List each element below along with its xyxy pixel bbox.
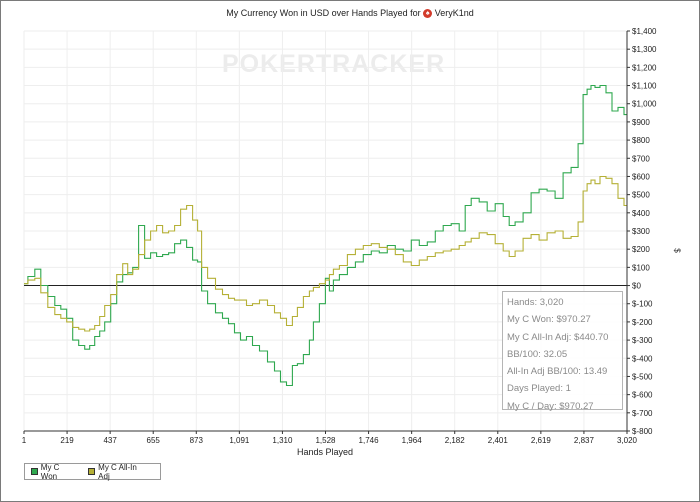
legend-swatch-won (31, 468, 38, 475)
legend-label-won: My C Won (40, 462, 60, 481)
series-layer (24, 84, 627, 387)
stat-won: My C Won: $970.27 (507, 314, 591, 326)
legend-item-won[interactable]: My C Won (31, 463, 76, 481)
y-tick-label: $1,400 (632, 27, 657, 36)
x-tick-label: 1,964 (402, 436, 423, 445)
y-tick-label: $400 (632, 209, 650, 218)
x-axis-ticks: 1 219 437 655 873 1,091 1,310 1,528 1,746 1,964 2,… (22, 431, 638, 445)
x-tick-label: 2,401 (488, 436, 509, 445)
y-tick-label: $-200 (632, 318, 653, 327)
watermark: POKERTRACKER (222, 50, 446, 78)
y-tick-label: $-800 (632, 427, 653, 436)
stat-allin-adj: My C All-In Adj: $440.70 (507, 331, 609, 343)
x-tick-label: 1,310 (272, 436, 293, 445)
x-tick-label: 2,619 (531, 436, 552, 445)
y-tick-label: $1,100 (632, 82, 657, 91)
legend-item-allin[interactable]: My C All-In Adj (88, 463, 148, 481)
y-tick-label: $700 (632, 154, 650, 163)
y-tick-label: $-600 (632, 391, 653, 400)
y-tick-label: $1,300 (632, 45, 657, 54)
player-name: VeryK1nd (434, 8, 474, 18)
stat-hands: Hands: 3,020 (507, 297, 564, 308)
stat-allin-bb100: All-In Adj BB/100: 13.49 (507, 366, 608, 378)
y-axis-title: $ (672, 248, 682, 253)
y-tick-label: $-700 (632, 409, 653, 418)
x-tick-label: 1,091 (229, 436, 250, 445)
x-tick-label: 1 (22, 436, 27, 445)
x-axis-title: Hands Played (296, 447, 354, 457)
y-tick-label: $200 (632, 245, 650, 254)
y-axis-ticks: $1,400 $1,300 $1,200 $1,100 $1,000 $900 $800 $7… (627, 27, 657, 436)
y-tick-label: $600 (632, 172, 650, 181)
title-text: My Currency Won in USD over Hands Played… (226, 8, 421, 18)
x-tick-label: 219 (60, 436, 74, 445)
y-tick-label: $-400 (632, 354, 653, 363)
y-tick-label: $-100 (632, 300, 653, 309)
y-tick-label: $300 (632, 227, 650, 236)
legend-swatch-allin (88, 468, 96, 475)
x-tick-label: 3,020 (617, 436, 638, 445)
spade-icon: ♠ (423, 9, 433, 19)
y-tick-label: $500 (632, 191, 650, 200)
series-line-1 (24, 175, 627, 332)
chart-title: My Currency Won in USD over Hands Played… (0, 8, 700, 19)
x-tick-label: 1,746 (359, 436, 380, 445)
stat-bb100: BB/100: 32.05 (507, 348, 568, 360)
y-tick-label: $800 (632, 136, 650, 145)
y-tick-label: $-300 (632, 336, 653, 345)
legend-label-allin: My C All-In Adj (98, 462, 137, 481)
y-tick-label: $-500 (632, 372, 653, 381)
y-tick-label: $0 (632, 282, 641, 291)
stats-box: Hands: 3,020 My C Won: $970.27 My C All-… (502, 291, 623, 412)
y-tick-label: $1,200 (632, 63, 657, 72)
x-tick-label: 1,528 (315, 436, 336, 445)
stat-per-day: My C / Day: $970.27 (507, 400, 594, 412)
y-tick-label: $100 (632, 263, 650, 272)
stat-days: Days Played: 1 (507, 383, 571, 395)
y-tick-label: $900 (632, 118, 650, 127)
x-tick-label: 655 (147, 436, 161, 445)
legend: My C Won My C All-In Adj (24, 463, 161, 481)
x-tick-label: 2,182 (445, 436, 466, 445)
y-tick-label: $1,000 (632, 100, 657, 109)
x-tick-label: 437 (103, 436, 117, 445)
x-tick-label: 2,837 (574, 436, 595, 445)
x-tick-label: 873 (190, 436, 204, 445)
